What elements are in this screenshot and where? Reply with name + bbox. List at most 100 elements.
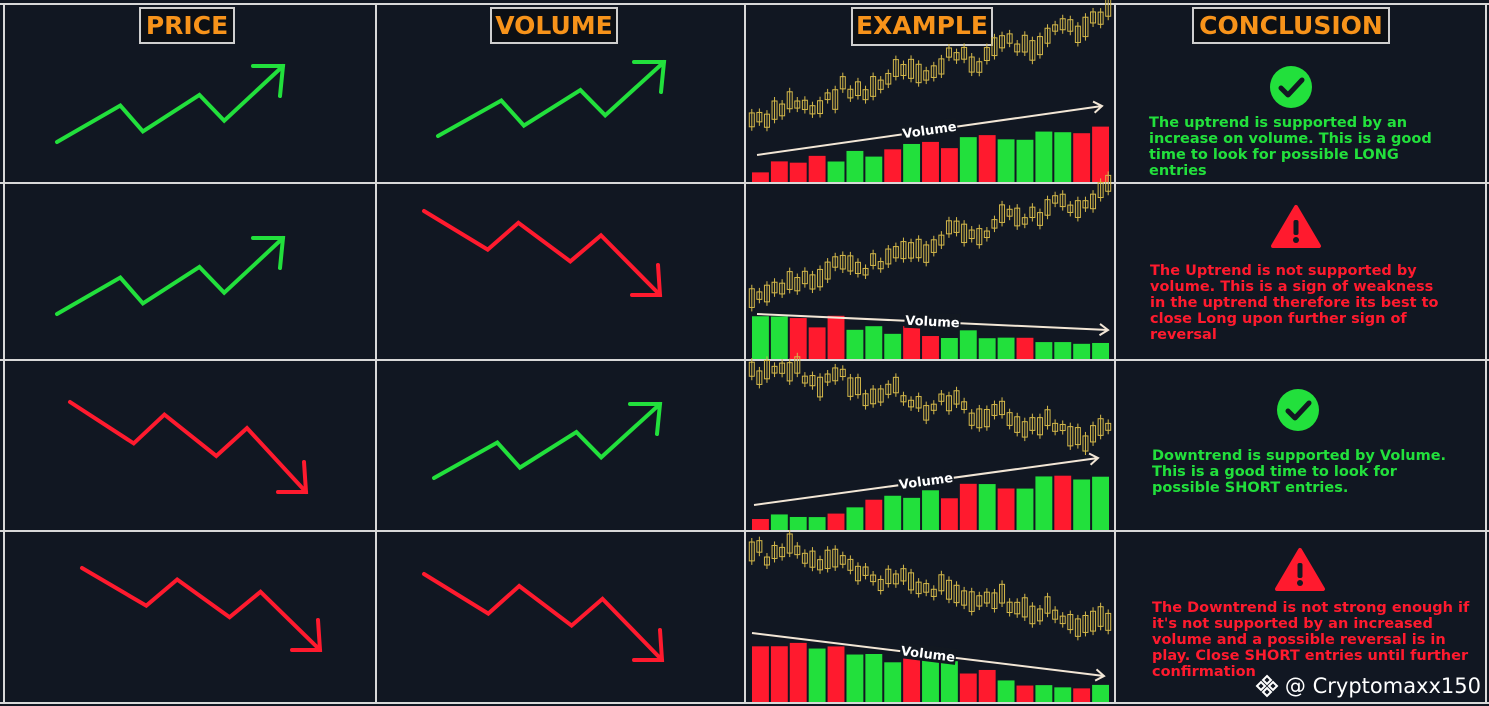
example-row-1-candle xyxy=(976,61,983,73)
binance-logo-icon xyxy=(1255,674,1279,698)
example-row-1-candle xyxy=(953,52,960,61)
check-circle-icon-mark xyxy=(1285,400,1312,421)
example-row-3-volume-bar xyxy=(884,495,902,530)
example-row-4-volume-bar xyxy=(884,662,902,702)
example-row-1-candle xyxy=(885,72,892,85)
example-row-3-volume-bar xyxy=(1092,476,1109,530)
example-row-3-candle xyxy=(991,404,998,416)
example-row-4-candle xyxy=(1029,605,1036,625)
example-row-2-volume-bar xyxy=(1035,342,1053,359)
example-row-3-candle xyxy=(832,367,839,382)
example-row-4-candle xyxy=(786,533,793,554)
example-row-4-candle xyxy=(847,558,854,571)
example-row-4-volume-bar xyxy=(978,669,996,702)
example-row-4-candle xyxy=(839,555,846,565)
example-row-4-volume-bar xyxy=(770,646,788,702)
example-row-3-candle xyxy=(1006,412,1013,426)
example-row-1-candle xyxy=(1014,43,1021,53)
check-circle-icon xyxy=(1270,66,1312,108)
example-row-4-candle xyxy=(809,550,816,568)
example-row-3-volume-bar xyxy=(808,517,826,530)
example-row-4-volume-bar xyxy=(1054,687,1072,702)
example-row-3-candle xyxy=(748,361,755,377)
example-row-3-candle xyxy=(953,390,960,405)
example-row-2-candle xyxy=(877,261,884,270)
price-arrow-row-1-head xyxy=(251,64,286,98)
example-row-4-volume-bar xyxy=(959,673,977,702)
example-row-3-volume-bar xyxy=(1035,476,1053,530)
example-row-1-candle xyxy=(809,105,816,115)
conclusion-text-row-4: The Downtrend is not strong enough if it… xyxy=(1152,600,1470,680)
header-conclusion: CONCLUSION xyxy=(1192,7,1390,44)
example-row-2-volume-bar xyxy=(1054,342,1072,359)
table-border-right xyxy=(1485,3,1487,704)
example-row-3-candle xyxy=(801,375,808,384)
conclusion-text-row-2: The Uptrend is not supported by volume. … xyxy=(1150,263,1439,343)
example-row-2-candle xyxy=(1014,207,1021,227)
example-row-1-volume-bar xyxy=(827,161,845,182)
example-row-1-candle xyxy=(779,103,786,117)
example-row-3-candle xyxy=(1067,426,1074,447)
example-row-1-candle xyxy=(1097,11,1104,25)
example-row-4-candle xyxy=(1074,618,1081,637)
example-row-4-candle xyxy=(1021,597,1028,618)
example-row-1-candle xyxy=(832,89,839,110)
price-arrow-row-2 xyxy=(55,236,285,316)
example-row-4-candle xyxy=(908,572,915,591)
example-row-4-candle xyxy=(968,591,975,612)
example-row-2-candle xyxy=(976,228,983,246)
example-row-4-candle xyxy=(953,584,960,604)
example-row-2-candle xyxy=(885,248,892,265)
example-row-3-volume-bar xyxy=(959,483,977,530)
example-row-1-volume-bar xyxy=(997,139,1015,182)
example-row-3-volume-bar xyxy=(903,497,921,530)
example-row-4-candle xyxy=(938,574,945,592)
warning-triangle-icon-dot xyxy=(1293,237,1299,243)
example-row-2-candle xyxy=(953,220,960,233)
example-row-2-candle xyxy=(756,291,763,300)
example-row-1-volume-bar xyxy=(846,150,864,182)
example-row-3-candle xyxy=(983,408,990,428)
example-row-4-volume-bar xyxy=(940,661,958,702)
example-row-1-volume-bar xyxy=(865,156,883,182)
example-row-2-candle xyxy=(854,261,861,275)
example-row-2-candle xyxy=(1021,217,1028,225)
example-row-3-candle xyxy=(1036,417,1043,436)
example-row-2-candle xyxy=(786,271,793,290)
example-row-4-candle xyxy=(817,559,824,571)
example-row-1-candle xyxy=(991,37,998,57)
example-row-3-candle xyxy=(847,377,854,397)
example-row-3-volume-bar xyxy=(940,498,958,530)
example-row-2-candle xyxy=(1044,199,1051,216)
example-row-4-candle xyxy=(1059,615,1066,625)
example-row-3-candle xyxy=(1097,418,1104,436)
price-arrow-row-4-head xyxy=(290,618,323,652)
example-row-4-volume-bar xyxy=(903,656,921,702)
example-row-1-volume-arrow-label: Volume xyxy=(902,120,958,143)
example-row-1-candle xyxy=(1059,18,1066,31)
example-row-4-candle xyxy=(1090,610,1097,632)
example-row-2-candle xyxy=(748,288,755,308)
example-row-2-candle xyxy=(1074,200,1081,218)
example-row-2-candle xyxy=(930,239,937,253)
example-row-3-volume-bar xyxy=(997,488,1015,530)
example-row-1-candle xyxy=(801,99,808,111)
column-divider xyxy=(375,3,377,704)
example-row-1-volume-bar xyxy=(789,162,807,182)
example-row-2-volume-bar xyxy=(997,337,1015,359)
example-row-4-candle xyxy=(1097,606,1104,627)
volume-arrow-row-4-head xyxy=(632,628,665,662)
example-row-1-candle xyxy=(1021,34,1028,53)
column-divider xyxy=(744,3,746,704)
example-row-3-candle xyxy=(930,403,937,411)
example-row-4-candle xyxy=(870,574,877,583)
example-row-1-candle xyxy=(1044,27,1051,44)
example-row-3-candle xyxy=(1090,425,1097,443)
example-row-4-candle xyxy=(779,546,786,558)
example-row-2-candle xyxy=(1052,195,1059,204)
example-row-4-candle xyxy=(862,566,869,576)
example-row-2-candle xyxy=(824,261,831,280)
example-row-1-volume-bar xyxy=(1073,133,1091,182)
example-row-1-candle xyxy=(908,58,915,79)
example-row-3-candle xyxy=(892,376,899,394)
